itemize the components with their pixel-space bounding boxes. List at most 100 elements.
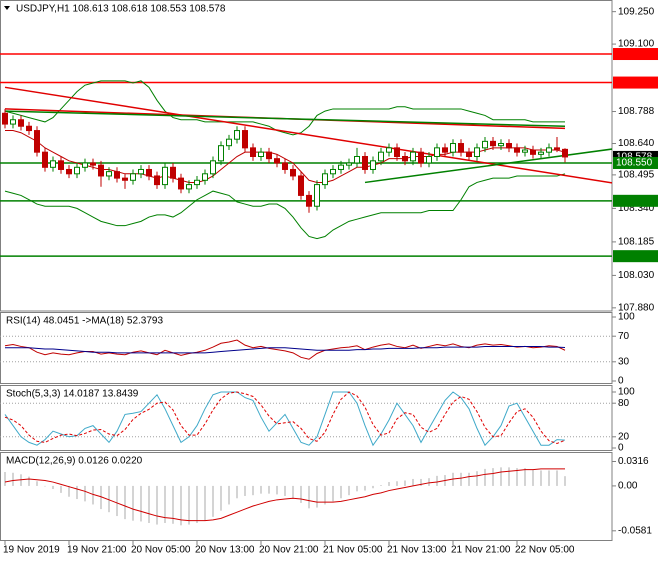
histogram-bar	[148, 485, 150, 523]
histogram-bar	[68, 485, 70, 497]
histogram-bar	[396, 481, 398, 486]
y-tick-label: 108.788	[618, 106, 655, 117]
trend-line	[364, 148, 612, 184]
histogram-bar	[428, 478, 430, 486]
y-tick-label: -0.0581	[618, 525, 652, 536]
candle-body	[98, 164, 104, 177]
candle-body	[370, 160, 376, 170]
candle-body	[450, 143, 456, 153]
y-tick-label: 80	[618, 398, 630, 409]
y-tick-label: 108.185	[618, 237, 655, 248]
macd-panel-frame	[0, 452, 613, 541]
candle-body	[466, 151, 472, 157]
histogram-bar	[252, 485, 254, 496]
histogram-bar	[308, 485, 310, 509]
y-tick-label: 109.100	[618, 39, 655, 50]
histogram-bar	[188, 485, 190, 525]
symbol-menu-icon	[4, 6, 10, 10]
candle-body	[178, 177, 184, 190]
level-price-box	[613, 156, 658, 169]
indicator-line	[4, 391, 566, 447]
histogram-bar	[60, 485, 62, 493]
candle-body	[274, 158, 280, 164]
histogram-bar	[324, 485, 326, 505]
candle-body	[106, 171, 112, 177]
candle-body	[234, 130, 240, 140]
x-tick-label: 21 Nov 21:00	[451, 545, 511, 556]
histogram-bar	[292, 485, 294, 499]
histogram-bar	[204, 485, 206, 521]
histogram-bar	[436, 475, 438, 486]
candle-body	[10, 119, 16, 125]
main-plot	[0, 53, 612, 257]
candle-body	[162, 166, 168, 186]
candle-body	[194, 179, 200, 186]
y-tick-label: 20	[618, 431, 630, 442]
histogram-bar	[508, 467, 510, 486]
candle-body	[58, 160, 64, 170]
indicator-line	[4, 80, 565, 136]
candle-body	[522, 149, 528, 153]
candle-body	[474, 147, 480, 157]
histogram-bar	[36, 481, 38, 486]
x-tick-label: 21 Nov 05:00	[323, 545, 383, 556]
histogram-bar	[348, 485, 350, 496]
y-tick-label: 109.250	[618, 6, 655, 17]
candle-body	[226, 138, 232, 147]
histogram-bar	[92, 485, 94, 505]
rsi-panel-frame	[0, 312, 613, 384]
candle-body	[346, 162, 352, 166]
candle-body	[506, 143, 512, 149]
histogram-bar	[28, 476, 30, 486]
candle-body	[322, 173, 328, 186]
level-price-box	[613, 250, 658, 263]
candle-body	[330, 168, 336, 175]
candle-body	[418, 151, 424, 164]
candle-body	[402, 156, 408, 162]
histogram-bar	[244, 485, 246, 496]
histogram-bar	[284, 485, 286, 496]
y-tick-label: 108.340	[618, 203, 655, 214]
histogram-bar	[108, 485, 110, 513]
histogram-bar	[172, 485, 174, 524]
candle-body	[442, 147, 448, 153]
histogram-bar	[4, 472, 6, 486]
histogram-bar	[556, 470, 558, 486]
histogram-bar	[364, 485, 366, 491]
candle-body	[242, 130, 248, 149]
level-price-box	[613, 76, 658, 89]
histogram-bar	[300, 485, 302, 503]
histogram-bar	[228, 485, 230, 505]
candle-body	[298, 175, 304, 196]
x-tick-label: 20 Nov 13:00	[195, 545, 255, 556]
x-tick-label: 20 Nov 05:00	[131, 545, 191, 556]
x-tick-label: 20 Nov 21:00	[259, 545, 319, 556]
histogram-bar	[116, 485, 118, 517]
histogram-bar	[268, 485, 270, 494]
candle-body	[378, 151, 384, 162]
candle-body	[514, 147, 520, 153]
histogram-bar	[540, 470, 542, 486]
candle-body	[482, 140, 488, 149]
histogram-bar	[404, 480, 406, 486]
candle-body	[498, 143, 504, 147]
histogram-bar	[316, 485, 318, 508]
candle-body	[250, 147, 256, 157]
histogram-bar	[124, 485, 126, 520]
histogram-bar	[388, 482, 390, 486]
trend-line	[4, 110, 566, 127]
histogram-bar	[220, 485, 222, 511]
candle-body	[362, 156, 368, 170]
candle-body	[538, 151, 544, 155]
y-tick-label: 70	[618, 331, 630, 342]
histogram-bar	[212, 485, 214, 517]
candle-body	[122, 177, 128, 181]
candle-body	[314, 184, 320, 207]
y-tick-label: 108.640	[618, 138, 655, 149]
x-tick-label: 19 Nov 2019	[3, 545, 60, 556]
y-tick-label: 100	[618, 387, 635, 398]
candle-body	[82, 162, 88, 168]
